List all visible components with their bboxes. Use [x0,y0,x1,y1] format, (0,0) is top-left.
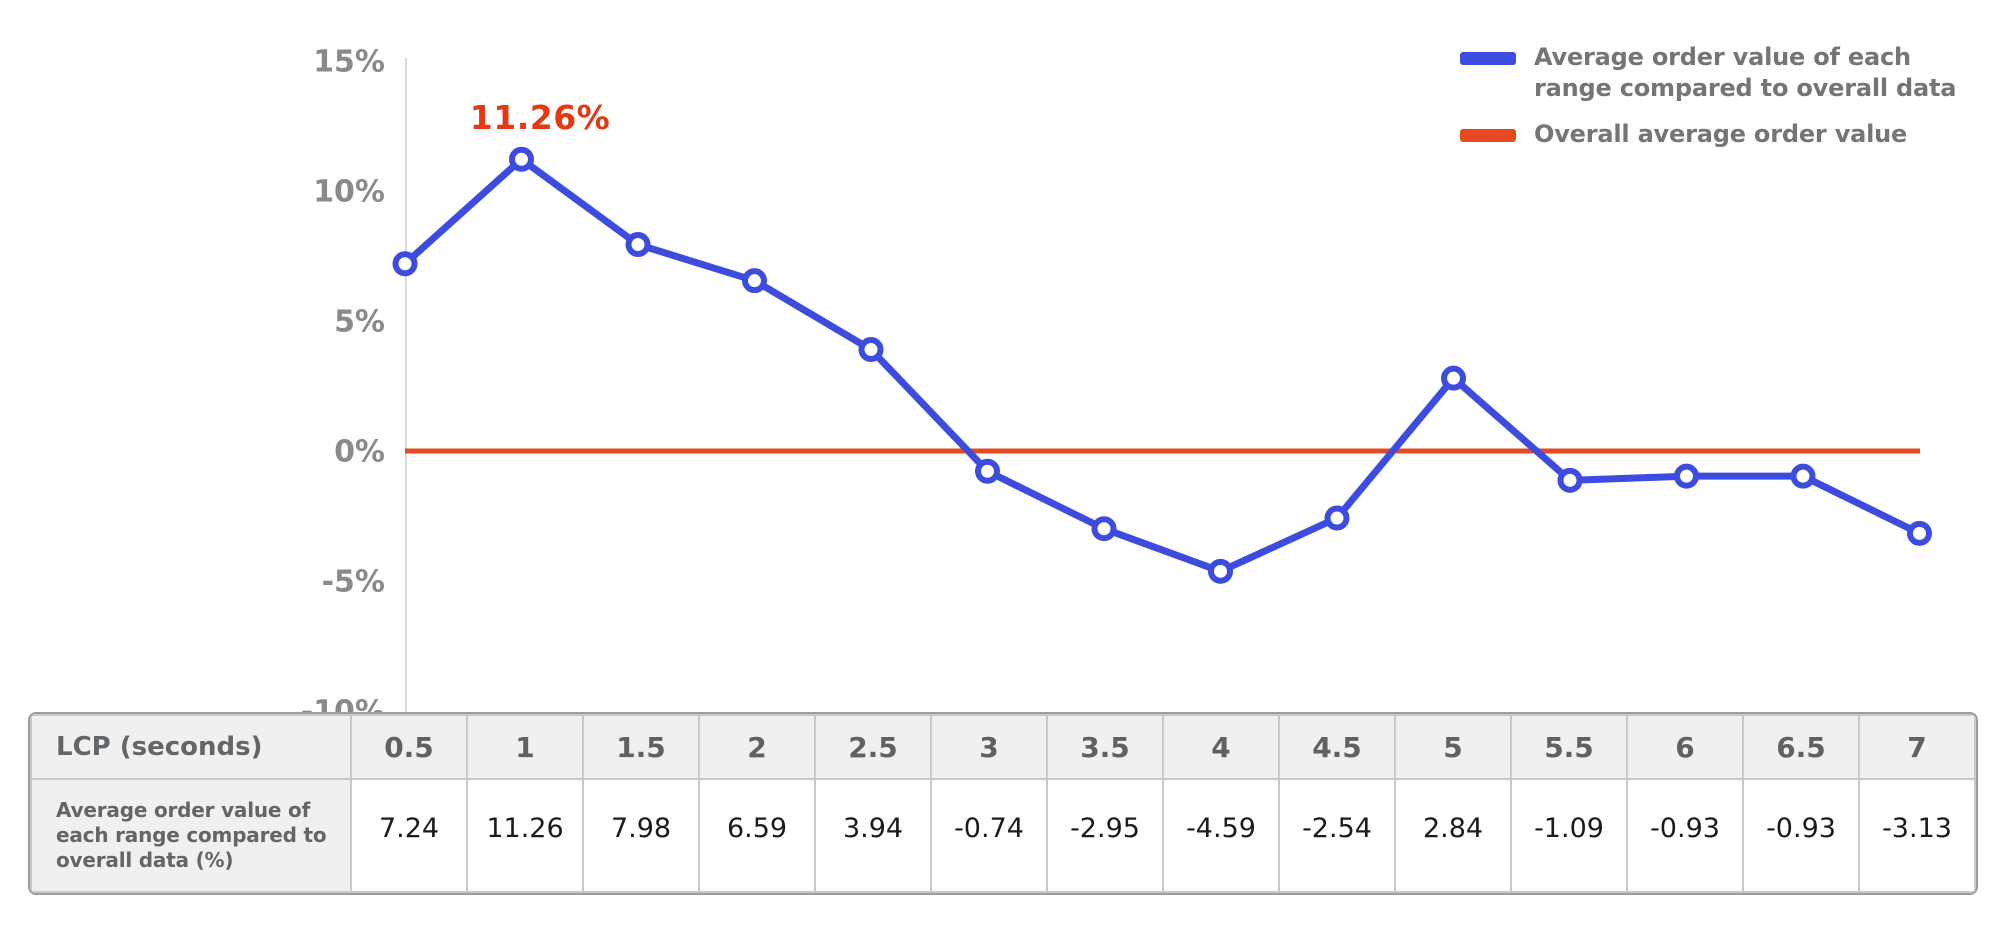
data-table-wrap: LCP (seconds) 0.5 1 1.5 2 2.5 3 3.5 4 4.5 5 5.5 6 6.… [28,712,1978,895]
data-point-marker [1208,558,1233,584]
y-tick-label: 15% [313,45,385,80]
legend-label: Average order value of each range compar… [1534,43,1957,102]
lcp-column-header: 5 [1394,714,1512,780]
aov-value-cell: 6.59 [698,778,816,893]
lcp-column-header: 0.5 [350,714,468,780]
aov-value-cell: -3.13 [1858,778,1976,893]
aov-value-cell: -0.74 [930,778,1048,893]
table-row-label: Average order value of each range compar… [30,778,352,893]
aov-value-cell: 3.94 [814,778,932,893]
legend-label: Overall average order value [1534,120,1908,148]
legend-swatch-icon [1460,129,1516,142]
aov-value-cell: -2.95 [1046,778,1164,893]
lcp-column-header: 5.5 [1510,714,1628,780]
data-point-marker [1324,505,1350,531]
lcp-column-header: 7 [1858,714,1976,780]
aov-value-cell: -2.54 [1278,778,1396,893]
aov-series-line [401,155,1923,575]
lcp-column-header: 6.5 [1742,714,1860,780]
y-tick-label: -10% [301,695,385,713]
aov-value-cell: 7.98 [582,778,700,893]
aov-value-cell: -1.09 [1510,778,1628,893]
data-point-marker [392,251,418,277]
chart-canvas: 15% 10% 5% 0% -5% -10% [301,45,1932,713]
aov-value-cell: -0.93 [1626,778,1744,893]
y-tick-label: 5% [334,305,385,340]
aov-value-cell: -0.93 [1742,778,1860,893]
data-point-marker [1091,516,1117,542]
lcp-column-header: 3.5 [1046,714,1164,780]
data-point-marker [625,232,651,258]
aov-value-cell: 2.84 [1394,778,1512,893]
lcp-column-header: 1 [466,714,584,780]
table-value-row: Average order value of each range compar… [30,778,1976,893]
legend-item: Overall average order value [1460,119,1994,150]
aov-value-cell: -4.59 [1162,778,1280,893]
data-point-marker [1907,520,1932,546]
data-point-marker [742,268,767,294]
data-point-marker [1441,365,1466,391]
lcp-column-header: 4 [1162,714,1280,780]
lcp-column-header: 2.5 [814,714,932,780]
lcp-column-header: 3 [930,714,1048,780]
table-header-label: LCP (seconds) [30,714,352,780]
aov-value-cell: 7.24 [350,778,468,893]
y-tick-label: 10% [313,175,385,210]
table-header-row: LCP (seconds) 0.5 1 1.5 2 2.5 3 3.5 4 4.5 5 5.5 6 6.… [30,714,1976,780]
data-point-marker [1790,463,1816,489]
aov-value-cell: 11.26 [466,778,584,893]
y-tick-label: -5% [322,565,385,600]
aov-vs-lcp-chart: 15% 10% 5% 0% -5% -10% 11.26% Average order v… [301,42,1994,713]
data-point-marker [509,146,534,172]
peak-value-annotation: 11.26% [469,98,611,137]
data-point-marker [858,337,884,363]
lcp-column-header: 1.5 [582,714,700,780]
data-table: LCP (seconds) 0.5 1 1.5 2 2.5 3 3.5 4 4.5 5 5.5 6 6.… [30,714,1976,893]
lcp-column-header: 4.5 [1278,714,1396,780]
lcp-column-header: 6 [1626,714,1744,780]
data-point-marker [1674,463,1699,489]
lcp-column-header: 2 [698,714,816,780]
chart-legend: Average order value of each range compar… [1460,42,1994,165]
data-point-marker [975,458,1000,484]
legend-item: Average order value of each range compar… [1460,42,1994,104]
data-point-marker [1557,467,1583,493]
legend-swatch-icon [1460,52,1516,65]
y-tick-label: 0% [334,435,385,470]
